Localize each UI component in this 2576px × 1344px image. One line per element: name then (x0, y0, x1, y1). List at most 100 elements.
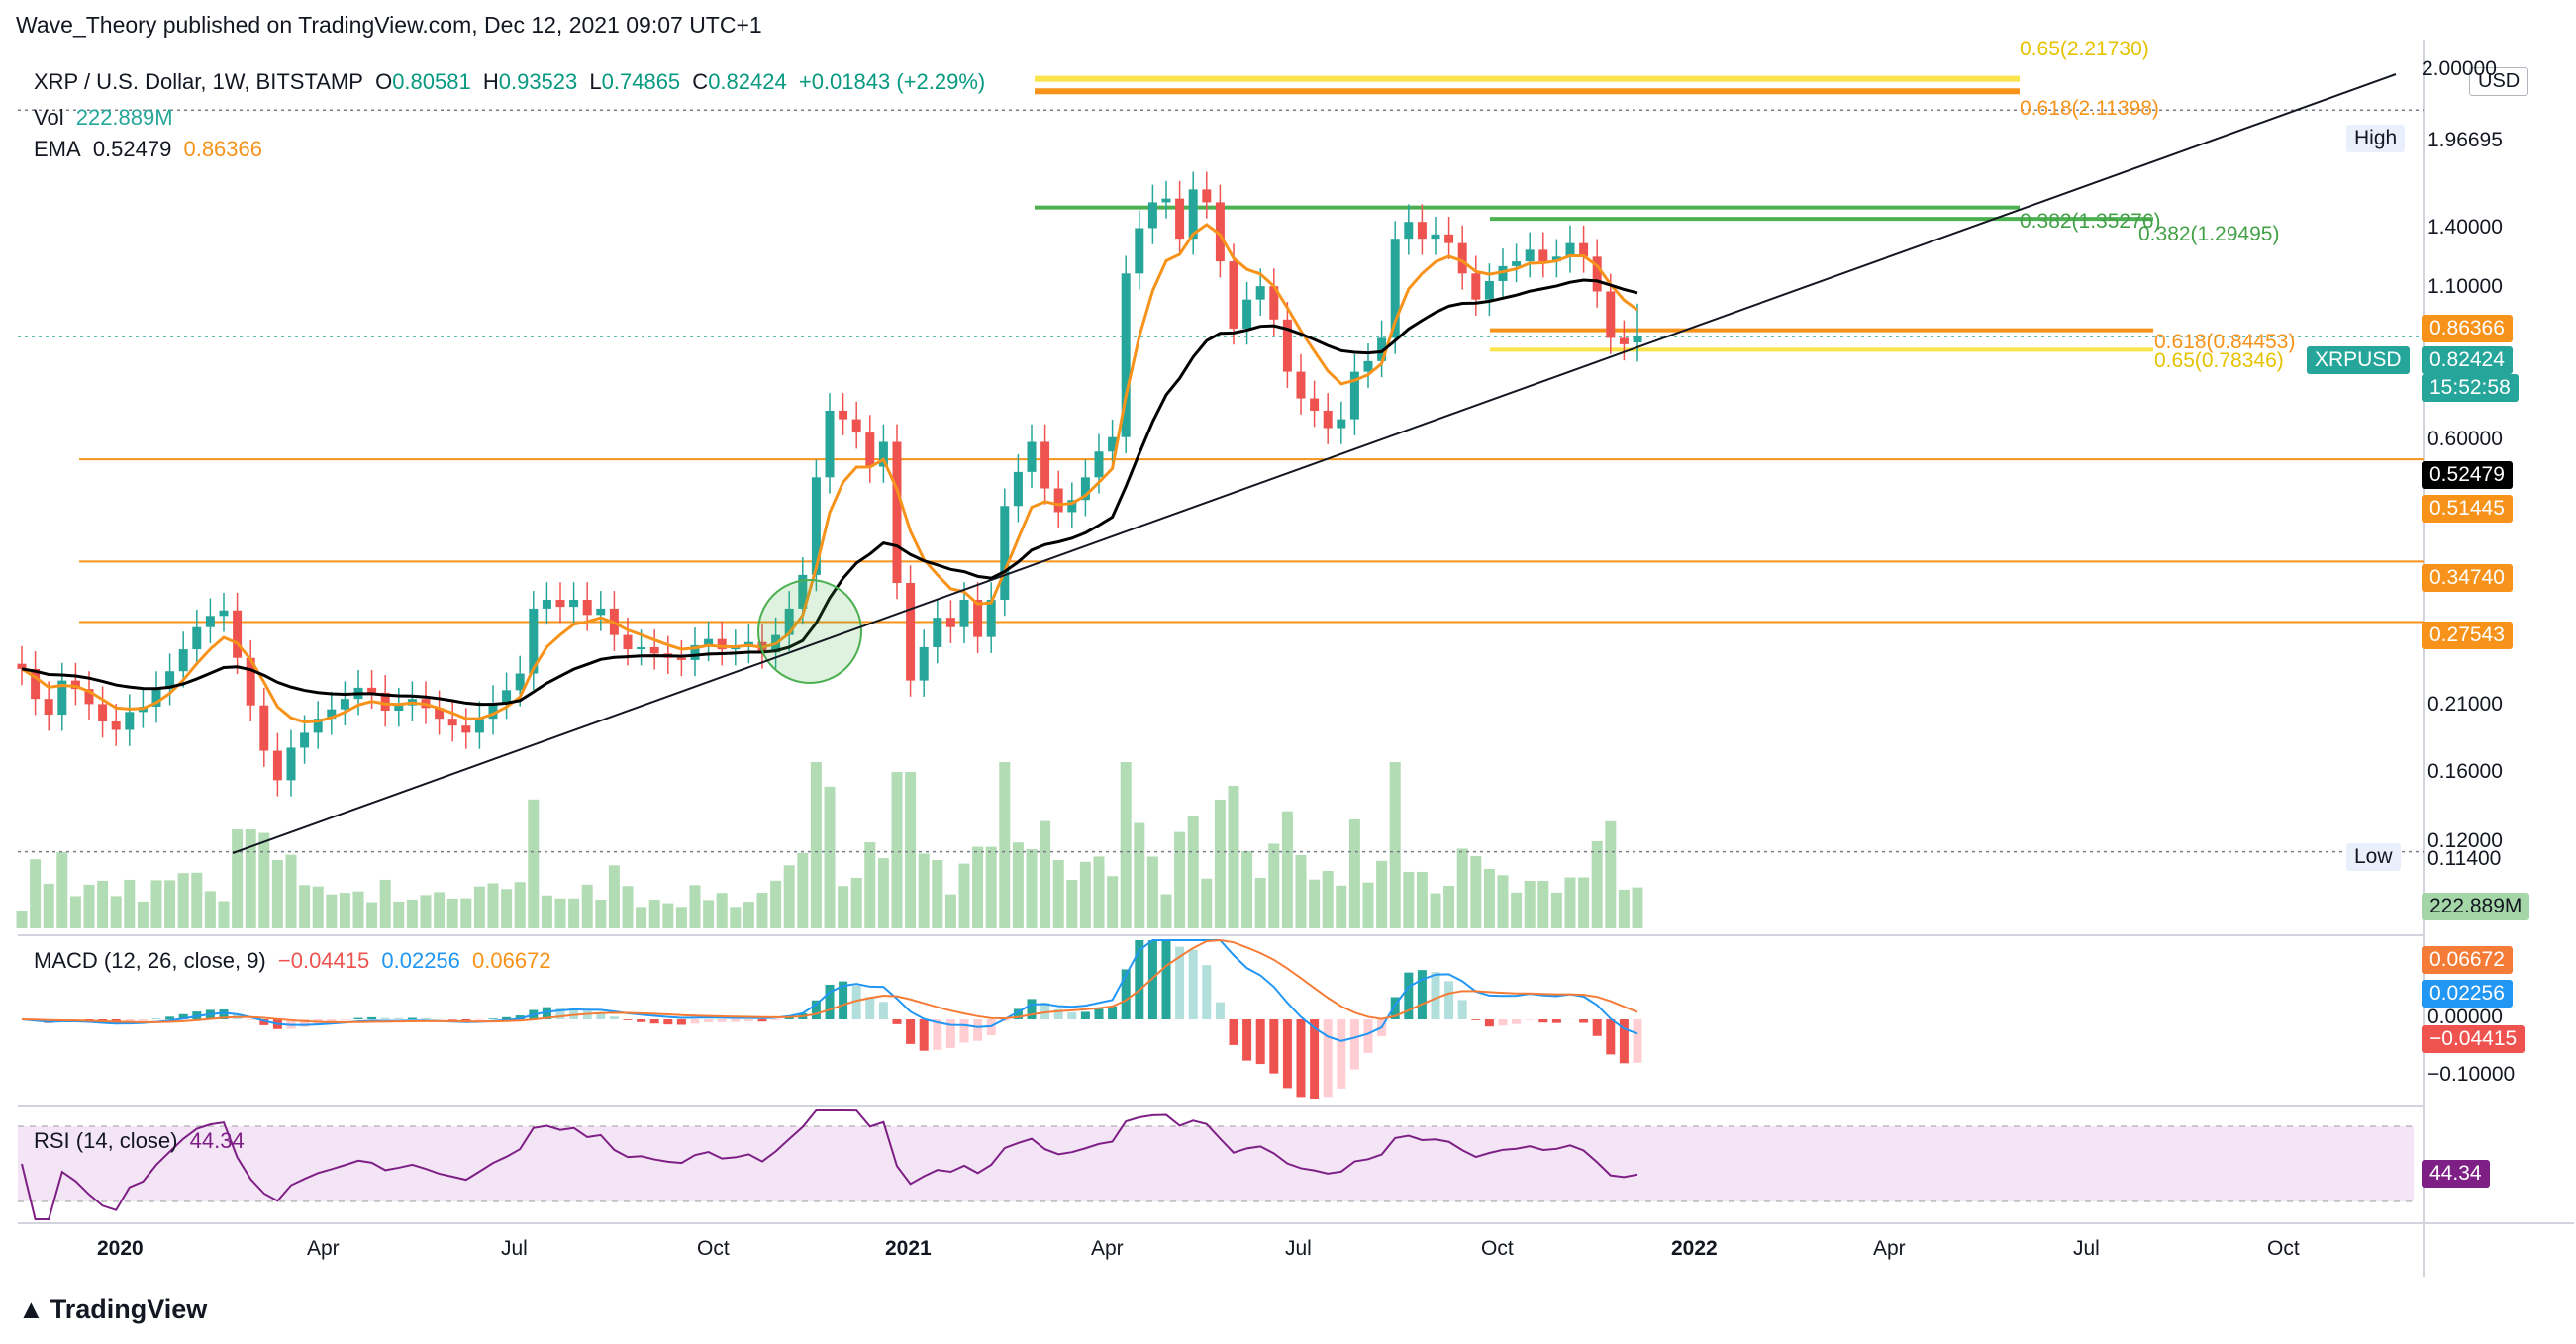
volume-bar (1187, 816, 1199, 928)
volume-bar (675, 907, 687, 928)
rsi-tag: 44.34 (2422, 1160, 2490, 1188)
fib-label-f2: 0.618(2.11398) (2020, 97, 2159, 120)
macd-histogram-bar (1053, 1008, 1063, 1019)
volume-bar (1497, 875, 1509, 928)
volume-bar (944, 894, 956, 928)
volume-bar (824, 786, 836, 928)
symbol-tag: XRPUSD (2307, 346, 2410, 374)
volume-bar (756, 892, 768, 928)
macd-histogram-bar (515, 1015, 525, 1019)
volume-bar (1241, 850, 1253, 928)
macd-histogram-bar (609, 1016, 619, 1019)
volume-bar (541, 895, 552, 928)
macd-histogram-bar (596, 1012, 606, 1019)
candle-body (569, 599, 579, 608)
volume-bar (366, 902, 378, 928)
candle-body (219, 610, 229, 617)
volume-bar (204, 891, 216, 928)
time-label: 2021 (885, 1237, 932, 1260)
candle-body (515, 673, 525, 691)
tv-logo-icon: ▲ (18, 1295, 45, 1324)
candle-body (906, 583, 916, 681)
level-tag: 0.27543 (2422, 622, 2513, 649)
legend-change: +0.01843 (+2.29%) (798, 69, 986, 94)
macd-histogram-bar (340, 1019, 349, 1020)
candle-body (1161, 198, 1171, 203)
volume-bar (312, 886, 324, 928)
volume-bar (446, 898, 458, 928)
volume-bar (1228, 785, 1239, 928)
volume-bar (69, 896, 81, 928)
candle-body (596, 608, 606, 616)
macd-histogram-bar (1323, 1019, 1333, 1098)
candle-body (973, 599, 983, 637)
volume-bar (1146, 856, 1158, 928)
volume-bar (581, 884, 593, 928)
macd-histogram-bar (1457, 1000, 1467, 1019)
candle-body (1633, 336, 1642, 342)
legend-close: 0.82424 (708, 69, 787, 94)
volume-bar (30, 859, 42, 928)
candle-body (367, 687, 377, 693)
macd-histogram-bar (1431, 972, 1440, 1019)
candle-body (313, 719, 323, 733)
macd-histogram-bar (502, 1016, 512, 1019)
macd-histogram-bar (1484, 1019, 1494, 1027)
candle-body (1282, 319, 1292, 372)
macd-histogram-bar (1606, 1019, 1616, 1055)
legend-h-label: H (482, 69, 499, 94)
legend-vol-label: Vol (34, 105, 64, 130)
candle-body (1000, 506, 1010, 600)
tradingview-logo[interactable]: ▲ TradingView (18, 1295, 207, 1325)
candle-body (1255, 286, 1265, 300)
candle-body (1135, 228, 1144, 274)
ema-lines (21, 223, 1638, 724)
macd-histogram-bar (1337, 1019, 1346, 1089)
candle-body (623, 634, 633, 650)
candle-body (340, 699, 349, 710)
candle-body (1592, 256, 1602, 292)
candle-body (1202, 189, 1212, 203)
volume-bar (770, 880, 782, 928)
candle-body (1147, 202, 1157, 229)
volume-bar (1254, 877, 1266, 928)
footer-brand: TradingView (50, 1295, 208, 1324)
candle-body (1080, 477, 1090, 501)
time-label: Apr (307, 1237, 340, 1260)
signal-line (21, 938, 1638, 1023)
candle-body (1390, 239, 1400, 338)
candle-body (798, 574, 808, 609)
candle-body (474, 719, 484, 733)
volume-bar (1564, 877, 1576, 928)
currency-button[interactable]: USD (2469, 67, 2529, 96)
volume-bar (985, 846, 997, 928)
volume-bar (1389, 762, 1401, 928)
volume-bar (1174, 831, 1186, 928)
macd-histogram-bar (851, 985, 861, 1019)
candle-body (1457, 242, 1467, 274)
volume-bar (864, 842, 876, 928)
macd-histogram-bar (959, 1019, 969, 1043)
volume-bar (648, 900, 660, 928)
volume-bar (326, 894, 338, 928)
candle-body (1606, 291, 1616, 338)
macd-histogram-bar (973, 1019, 983, 1041)
candle-body (435, 708, 445, 720)
candle-body (447, 719, 457, 726)
macd-histogram-bar (825, 984, 835, 1019)
time-label: Apr (1091, 1237, 1124, 1260)
macd-histogram-bar (1471, 1019, 1481, 1020)
time-label: Oct (697, 1237, 730, 1260)
volume-bar (177, 873, 189, 928)
candle-body (865, 432, 875, 467)
macd-histogram-bar (542, 1007, 551, 1019)
time-label: 2020 (97, 1237, 144, 1260)
volume-bars (16, 762, 1643, 928)
fib-label-f4: 0.382(1.29495) (2138, 223, 2280, 245)
rsi-line (21, 1109, 1638, 1220)
candlesticks (17, 171, 1642, 797)
candle-body (502, 690, 512, 704)
legend-ema-label: EMA (34, 137, 81, 161)
